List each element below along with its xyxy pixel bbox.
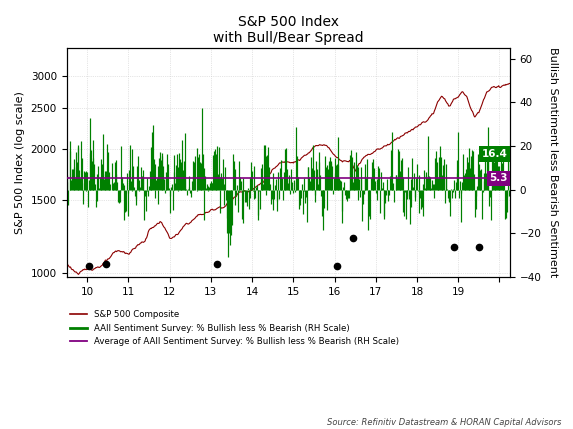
Text: Source: Refinitiv Datastream & HORAN Capital Advisors: Source: Refinitiv Datastream & HORAN Cap… [327,418,562,427]
Y-axis label: S&P 500 Index (log scale): S&P 500 Index (log scale) [15,91,25,234]
Text: 5.3: 5.3 [489,173,508,183]
Y-axis label: Bullish Sentiment less Bearish Sentiment: Bullish Sentiment less Bearish Sentiment [548,47,558,278]
Title: S&P 500 Index
with Bull/Bear Spread: S&P 500 Index with Bull/Bear Spread [213,15,363,45]
Text: 16.4: 16.4 [482,149,508,159]
Legend: S&P 500 Composite, AAII Sentiment Survey: % Bullish less % Bearish (RH Scale), A: S&P 500 Composite, AAII Sentiment Survey… [66,307,402,349]
